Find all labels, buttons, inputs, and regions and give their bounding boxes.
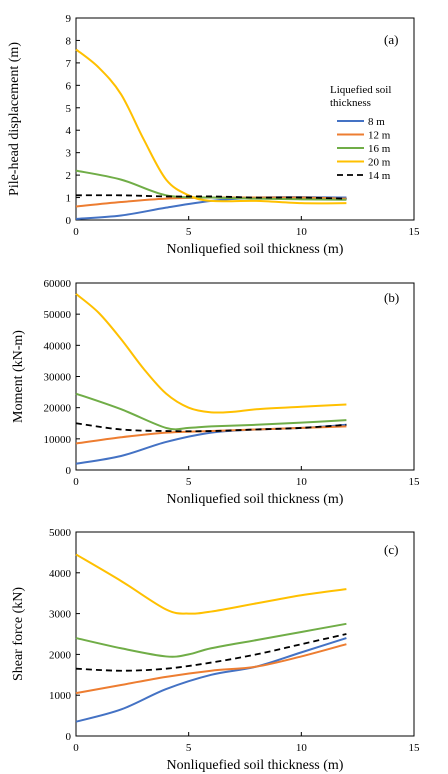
legend-label: 8 m — [368, 116, 385, 128]
x-axis-label: Nonliquefied soil thickness (m) — [167, 758, 344, 773]
series-line-16m — [75, 622, 347, 658]
panel-label: (b) — [384, 290, 399, 305]
y-tick-label: 7 — [66, 58, 72, 70]
y-tick-label: 0 — [66, 731, 72, 743]
y-tick-label: 0 — [66, 215, 72, 227]
y-tick-label: 3000 — [49, 609, 72, 621]
x-tick-label: 0 — [73, 226, 79, 238]
y-tick-label: 1000 — [49, 690, 72, 702]
legend-label: 16 m — [368, 143, 391, 155]
y-tick-label: 50000 — [44, 309, 72, 321]
x-tick-label: 0 — [73, 476, 79, 488]
series-line-14m — [75, 422, 347, 433]
legend-label: 12 m — [368, 130, 391, 142]
series-line-16m — [75, 392, 347, 431]
x-tick-label: 10 — [296, 742, 308, 754]
plot-frame — [75, 17, 415, 221]
chart-panel-3: 0 1000 2000 3000 4000 5000 0 5 10 15 Nonliquefied … — [11, 527, 420, 773]
y-tick-label: 5 — [66, 103, 72, 115]
series-line-20m — [75, 553, 347, 615]
x-tick-label: 15 — [409, 476, 421, 488]
y-tick-label: 2 — [66, 170, 72, 182]
y-tick-label: 20000 — [44, 403, 72, 415]
x-tick-label: 5 — [186, 476, 192, 488]
x-tick-label: 5 — [186, 226, 192, 238]
y-tick-label: 0 — [66, 465, 72, 477]
y-tick-label: 6 — [66, 80, 72, 92]
x-tick-label: 0 — [73, 742, 79, 754]
legend-title: thickness — [330, 97, 371, 109]
y-axis-label: Pile-head displacement (m) — [7, 42, 22, 196]
series-line-20m — [75, 48, 347, 205]
y-axis-label: Moment (kN-m) — [11, 330, 26, 423]
legend-title: Liquefied soil — [330, 84, 391, 96]
chart-panel-2: 0 10000 20000 30000 40000 50000 60000 0 5 10 15 Non… — [11, 278, 420, 507]
y-tick-label: 2000 — [49, 649, 72, 661]
y-tick-label: 1 — [66, 193, 72, 205]
legend-label: 14 m — [368, 170, 391, 182]
chart-panel-1: 0 1 2 3 4 5 6 7 8 9 0 5 10 15 Nonliquefied soil thickn… — [7, 13, 420, 257]
panel-label: (c) — [384, 542, 398, 557]
y-tick-label: 30000 — [44, 372, 72, 384]
plot-frame — [75, 531, 415, 737]
series-line-20m — [75, 293, 347, 414]
y-tick-label: 5000 — [49, 527, 72, 539]
x-tick-label: 15 — [409, 226, 421, 238]
legend-label: 20 m — [368, 157, 391, 169]
x-tick-label: 5 — [186, 742, 192, 754]
y-tick-label: 40000 — [44, 340, 72, 352]
y-tick-label: 60000 — [44, 278, 72, 290]
y-tick-label: 8 — [66, 35, 72, 47]
y-tick-label: 10000 — [44, 434, 72, 446]
x-tick-label: 15 — [409, 742, 421, 754]
y-tick-label: 3 — [66, 148, 72, 160]
x-axis-label: Nonliquefied soil thickness (m) — [167, 242, 344, 257]
y-tick-label: 4 — [66, 125, 72, 137]
series-line-14m — [75, 633, 347, 672]
y-tick-label: 4000 — [49, 568, 72, 580]
plot-frame — [75, 282, 415, 471]
series-line-16m — [75, 169, 347, 201]
x-axis-label: Nonliquefied soil thickness (m) — [167, 492, 344, 507]
series-line-12m — [75, 643, 347, 695]
x-tick-label: 10 — [296, 226, 308, 238]
y-tick-label: 9 — [66, 13, 72, 25]
x-tick-label: 10 — [296, 476, 308, 488]
panel-label: (a) — [384, 32, 398, 47]
series-line-8m — [75, 637, 347, 723]
y-axis-label: Shear force (kN) — [11, 587, 26, 681]
series-line-14m — [75, 194, 347, 200]
